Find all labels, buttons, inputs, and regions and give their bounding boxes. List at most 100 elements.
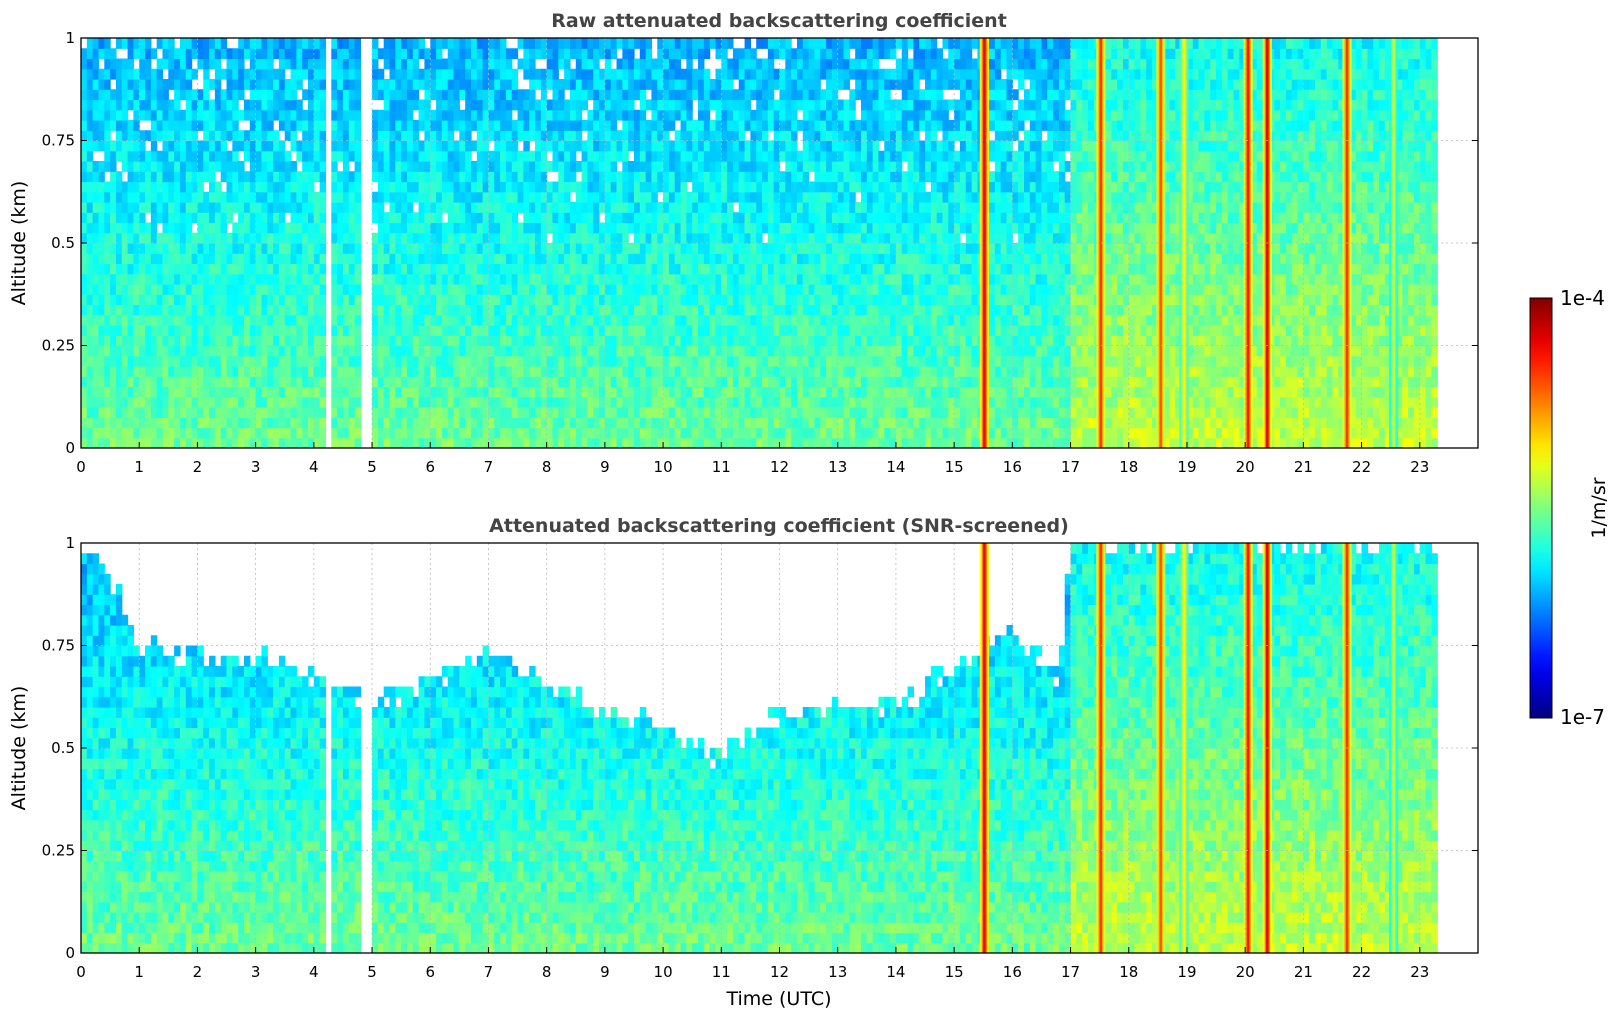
heatmap-cell <box>150 181 158 193</box>
heatmap-cell <box>226 99 233 111</box>
heatmap-cell <box>808 273 816 285</box>
heatmap-cell <box>424 386 431 398</box>
heatmap-cell <box>633 222 641 234</box>
heatmap-cell <box>802 396 810 408</box>
heatmap-cell <box>308 79 315 90</box>
heatmap-cell <box>447 417 455 429</box>
heatmap-cell <box>308 294 315 306</box>
heatmap-cell <box>395 325 402 336</box>
heatmap-cell <box>104 79 111 90</box>
heatmap-cell <box>820 171 827 183</box>
heatmap-cell <box>599 150 606 162</box>
heatmap-cell <box>750 222 757 234</box>
heatmap-cell <box>558 120 565 131</box>
heatmap-cell <box>139 99 146 111</box>
heatmap-cell <box>511 273 519 285</box>
heatmap-cell <box>92 222 100 234</box>
heatmap-cell <box>628 437 635 448</box>
heatmap-cell <box>628 273 635 285</box>
heatmap-cell <box>92 437 100 448</box>
heatmap-cell <box>121 335 129 347</box>
heatmap-cell <box>92 58 100 70</box>
heatmap-cell <box>191 181 199 193</box>
heatmap-cell <box>139 150 146 162</box>
heatmap-cell <box>476 325 484 336</box>
heatmap-cell <box>703 89 711 101</box>
heatmap-cell <box>441 171 449 183</box>
heatmap-cell <box>232 325 239 336</box>
heatmap-cell <box>680 212 687 224</box>
heatmap-cell <box>721 161 728 172</box>
heatmap-cell <box>424 68 431 80</box>
heatmap-cell <box>564 284 571 295</box>
heatmap-cell <box>674 232 682 244</box>
heatmap-cell <box>465 171 472 183</box>
heatmap-cell <box>796 355 804 367</box>
heatmap-cell <box>424 48 431 60</box>
heatmap-cell <box>133 273 140 285</box>
heatmap-cell <box>826 386 833 398</box>
heatmap-cell <box>628 396 635 408</box>
heatmap-cell <box>197 161 204 172</box>
heatmap-cell <box>436 48 443 60</box>
heatmap-cell <box>127 427 134 439</box>
heatmap-cell <box>709 427 717 439</box>
heatmap-cell <box>767 294 775 306</box>
heatmap-cell <box>529 150 536 162</box>
heatmap-cell <box>604 222 612 234</box>
heatmap-cell <box>203 130 210 142</box>
heatmap-cell <box>377 243 385 254</box>
heatmap-cell <box>150 284 158 295</box>
heatmap-cell <box>767 181 775 193</box>
heatmap-cell <box>150 355 158 367</box>
heatmap-cell <box>663 48 670 60</box>
heatmap-cell <box>331 304 338 316</box>
heatmap-cell <box>826 140 833 152</box>
heatmap-cell <box>133 181 140 193</box>
heatmap-cell <box>529 273 536 285</box>
heatmap-cell <box>98 345 105 357</box>
heatmap-cell <box>738 99 746 111</box>
heatmap-cell <box>773 386 781 398</box>
heatmap-cell <box>278 99 286 111</box>
heatmap-cell <box>424 335 431 347</box>
heatmap-cell <box>581 366 589 377</box>
heatmap-cell <box>150 232 158 244</box>
heatmap-cell <box>395 263 402 275</box>
heatmap-cell <box>284 314 292 326</box>
heatmap-cell <box>238 222 245 234</box>
heatmap-cell <box>645 150 653 162</box>
heatmap-cell <box>395 273 402 285</box>
heatmap-cell <box>814 386 821 398</box>
heatmap-cell <box>342 437 350 448</box>
heatmap-cell <box>645 427 653 439</box>
heatmap-cell <box>552 99 559 111</box>
heatmap-cell <box>837 150 845 162</box>
heatmap-cell <box>302 38 309 49</box>
heatmap-cell <box>808 99 816 111</box>
heatmap-cell <box>581 294 589 306</box>
heatmap-cell <box>191 150 199 162</box>
heatmap-cell <box>564 181 571 193</box>
panel-1-title: Raw attenuated backscattering coefficien… <box>551 10 1007 32</box>
heatmap-cell <box>209 294 216 306</box>
heatmap-cell <box>243 304 251 316</box>
heatmap-cell <box>424 325 431 336</box>
heatmap-cell <box>500 48 507 60</box>
heatmap-cell <box>709 222 717 234</box>
heatmap-cell <box>156 202 164 213</box>
heatmap-cell <box>535 150 542 162</box>
heatmap-cell <box>209 150 216 162</box>
heatmap-cell <box>622 89 629 101</box>
heatmap-cell <box>505 437 513 448</box>
heatmap-cell <box>796 376 804 388</box>
heatmap-cell <box>686 263 693 275</box>
heatmap-cell <box>668 355 676 367</box>
heatmap-cell <box>418 38 426 49</box>
heatmap-cell <box>569 437 577 448</box>
heatmap-cell <box>546 243 554 254</box>
heatmap-cell <box>535 232 542 244</box>
heatmap-cell <box>476 140 484 152</box>
heatmap-cell <box>494 130 501 142</box>
heatmap-cell <box>569 120 577 131</box>
